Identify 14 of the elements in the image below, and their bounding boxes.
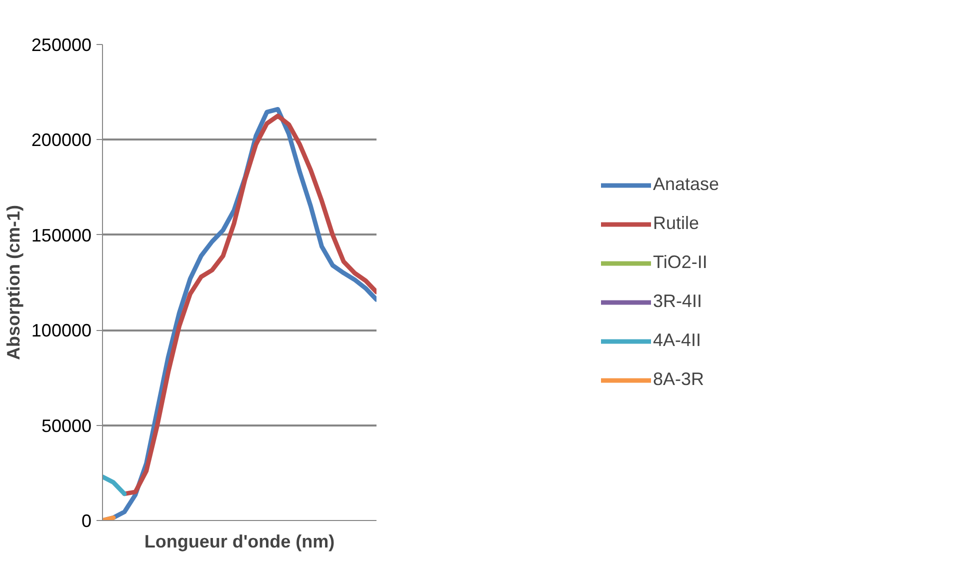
y-tick-label: 250000 — [31, 35, 92, 55]
legend-label: Rutile — [653, 213, 700, 234]
y-axis-title: Absorption (cm-1) — [3, 204, 24, 360]
legend-label: 8A-3R — [653, 369, 706, 390]
y-tick-label: 0 — [81, 511, 92, 531]
y-tick-label: 100000 — [31, 320, 92, 341]
legend-label: 3R-4II — [653, 291, 704, 312]
y-tick-label: 200000 — [31, 130, 92, 150]
x-axis-title: Longueur d'onde (nm) — [144, 532, 335, 552]
legend-label: Anatase — [653, 174, 720, 195]
legend-label: 4A-4II — [653, 330, 702, 351]
y-tick-label: 150000 — [31, 225, 92, 246]
legend-label: TiO2-II — [653, 252, 708, 273]
y-tick-label: 50000 — [41, 416, 92, 436]
